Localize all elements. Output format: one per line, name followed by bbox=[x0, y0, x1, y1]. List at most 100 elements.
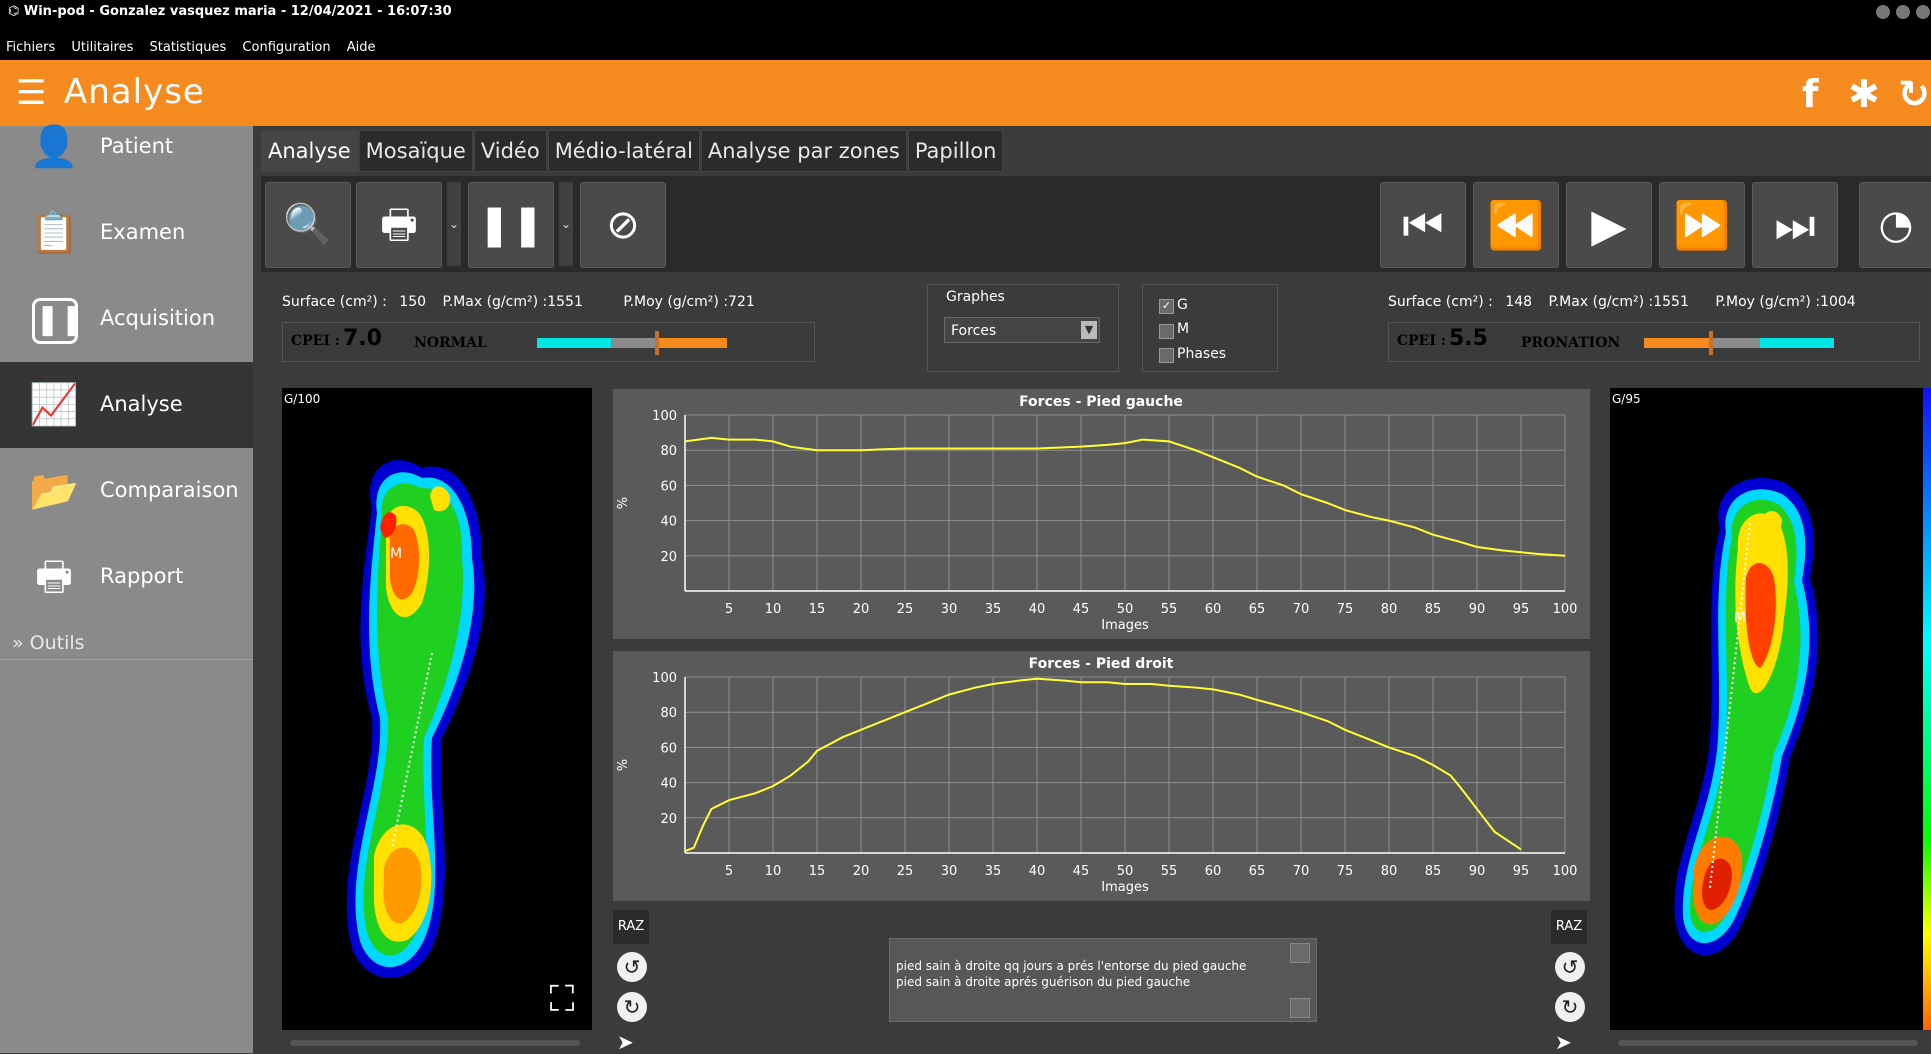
right-foot-heatmap bbox=[1674, 478, 1819, 956]
rotate-right-button[interactable]: ↻ bbox=[617, 992, 647, 1022]
cursor-tool-icon[interactable]: ➤ bbox=[617, 1030, 634, 1054]
printer-icon: 🖶 bbox=[35, 554, 73, 600]
cursor-tool-icon[interactable]: ➤ bbox=[1555, 1030, 1572, 1054]
graph-type-value: Forces bbox=[951, 323, 997, 339]
sidebar-item-analyse[interactable]: 📈 Analyse bbox=[0, 362, 253, 448]
zoom-image-button[interactable]: 🔍 bbox=[265, 182, 351, 268]
zoom-ratio-button[interactable]: ⊘ bbox=[580, 182, 666, 268]
sidebar-item-acquisition[interactable]: ❚❚ Acquisition bbox=[0, 276, 253, 362]
x-tick-label: 70 bbox=[1293, 602, 1310, 617]
right-foot-pressure-map[interactable]: G/95 M bbox=[1610, 388, 1931, 1030]
y-tick-label: 40 bbox=[660, 777, 677, 792]
sidebar-item-patient[interactable]: 👤 Patient bbox=[0, 104, 253, 190]
cpei-marker bbox=[655, 331, 659, 355]
menu-aide[interactable]: Aide bbox=[346, 40, 376, 55]
tab-analyse[interactable]: Analyse bbox=[261, 130, 358, 172]
rotate-left-button[interactable]: ↺ bbox=[617, 952, 647, 982]
minimize-button[interactable] bbox=[1876, 5, 1890, 19]
facebook-icon[interactable]: f bbox=[1802, 72, 1819, 116]
note-line-1: pied sain à droite qq jours a prés l'ent… bbox=[896, 959, 1247, 973]
raz-label: RAZ bbox=[617, 919, 645, 934]
speed-button[interactable]: ◔ bbox=[1859, 182, 1931, 268]
x-tick-label: 15 bbox=[809, 864, 826, 879]
sidebar-item-rapport[interactable]: 🖶 Rapport bbox=[0, 534, 253, 620]
print-button[interactable]: 🖶 bbox=[356, 182, 442, 268]
rotate-ccw-icon: ↺ bbox=[623, 955, 641, 979]
right-timeline-slider[interactable] bbox=[1618, 1040, 1918, 1046]
rotate-right-button[interactable]: ↻ bbox=[1555, 992, 1585, 1022]
maximize-button[interactable] bbox=[1896, 5, 1910, 19]
y-tick-label: 100 bbox=[652, 409, 677, 424]
skip-start-button[interactable]: ⏮ bbox=[1380, 182, 1466, 268]
step-forward-button[interactable]: ⏩ bbox=[1659, 182, 1745, 268]
y-tick-label: 80 bbox=[660, 444, 677, 459]
sidebar-item-label: Analyse bbox=[100, 392, 183, 416]
fullscreen-icon[interactable]: ⛶ bbox=[549, 979, 575, 1020]
menu-statistiques[interactable]: Statistiques bbox=[149, 40, 227, 55]
step-back-button[interactable]: ⏪ bbox=[1473, 182, 1559, 268]
tools-section[interactable]: » Outils bbox=[0, 628, 253, 660]
pmoy-label: P.Moy (g/cm²) : bbox=[1715, 294, 1821, 310]
hamburger-menu-icon[interactable]: ☰ bbox=[16, 73, 47, 113]
window-titlebar: ⌬ Win-pod - Gonzalez vasquez maria - 12/… bbox=[0, 0, 1931, 24]
close-button[interactable] bbox=[1916, 5, 1930, 19]
gear-icon[interactable]: ✱ bbox=[1848, 72, 1880, 116]
play-button[interactable]: ▶ bbox=[1566, 182, 1652, 268]
print-dropdown[interactable]: ⌄ bbox=[447, 182, 461, 266]
x-tick-label: 60 bbox=[1205, 864, 1222, 879]
menu-configuration[interactable]: Configuration bbox=[242, 40, 331, 55]
feet-view-button[interactable]: ❚❚ bbox=[468, 182, 554, 268]
checkbox-m[interactable] bbox=[1159, 324, 1174, 339]
scroll-up-button[interactable] bbox=[1290, 943, 1310, 963]
tab-papillon[interactable]: Papillon bbox=[907, 130, 1004, 172]
tab-medio-lateral[interactable]: Médio-latéral bbox=[547, 130, 700, 172]
tab-analyse-par-zones[interactable]: Analyse par zones bbox=[700, 130, 907, 172]
left-timeline-slider[interactable] bbox=[290, 1040, 580, 1046]
pmax-value: 1551 bbox=[547, 294, 583, 310]
left-foot-pressure-map[interactable]: G/100 M ⛶ bbox=[282, 388, 592, 1030]
surface-label: Surface (cm²) : bbox=[1388, 294, 1493, 310]
surface-label: Surface (cm²) : bbox=[282, 294, 387, 310]
printer-icon: 🖶 bbox=[380, 202, 418, 248]
x-tick-label: 75 bbox=[1337, 864, 1354, 879]
raz-right-button[interactable]: RAZ bbox=[1551, 910, 1587, 944]
cpei-value: 5.5 bbox=[1449, 326, 1488, 351]
menu-fichiers[interactable]: Fichiers bbox=[6, 40, 56, 55]
sidebar-item-examen[interactable]: 📋 Examen bbox=[0, 190, 253, 276]
gait-line bbox=[1709, 522, 1751, 889]
skip-end-button[interactable]: ⏭ bbox=[1752, 182, 1838, 268]
feet-dropdown[interactable]: ⌄ bbox=[559, 182, 573, 266]
notes-textarea[interactable]: pied sain à droite qq jours a prés l'ent… bbox=[889, 938, 1317, 1022]
color-scale-bar bbox=[1923, 388, 1931, 1030]
x-tick-label: 90 bbox=[1469, 864, 1486, 879]
sidebar-item-comparaison[interactable]: 📂 Comparaison bbox=[0, 448, 253, 534]
window-title: Win-pod - Gonzalez vasquez maria - 12/04… bbox=[23, 4, 452, 19]
x-tick-label: 65 bbox=[1249, 602, 1266, 617]
cpei-label: CPEI : bbox=[291, 333, 340, 349]
tools-label: Outils bbox=[29, 632, 85, 654]
cpei-bar-gray bbox=[611, 338, 659, 348]
checkbox-phases[interactable] bbox=[1159, 348, 1174, 363]
graph-type-select[interactable]: Forces ▼ bbox=[944, 317, 1100, 343]
scroll-down-button[interactable] bbox=[1290, 998, 1310, 1018]
x-tick-label: 75 bbox=[1337, 602, 1354, 617]
tab-mosaique[interactable]: Mosaïque bbox=[358, 130, 473, 172]
refresh-icon[interactable]: ↻ bbox=[1898, 72, 1930, 116]
step-back-icon: ⏪ bbox=[1487, 198, 1545, 252]
cpei-marker bbox=[1709, 331, 1713, 355]
raz-label: RAZ bbox=[1555, 919, 1583, 934]
tab-video[interactable]: Vidéo bbox=[473, 130, 547, 172]
force-series-line bbox=[684, 677, 1522, 853]
right-stats: Surface (cm²) : 148 P.Max (g/cm²) :1551 … bbox=[1388, 294, 1931, 310]
menu-utilitaires[interactable]: Utilitaires bbox=[71, 40, 134, 55]
checkbox-g[interactable]: ✓ bbox=[1159, 299, 1174, 314]
raz-left-button[interactable]: RAZ bbox=[613, 910, 649, 944]
cpei-state: PRONATION bbox=[1521, 335, 1621, 351]
scale-label: G/95 bbox=[1612, 392, 1641, 406]
cpei-value: 7.0 bbox=[343, 326, 382, 351]
x-tick-label: 40 bbox=[1029, 864, 1046, 879]
sidebar-item-label: Rapport bbox=[100, 564, 184, 588]
rotate-left-button[interactable]: ↺ bbox=[1555, 952, 1585, 982]
clipboard-icon: 📋 bbox=[29, 210, 79, 256]
x-tick-label: 65 bbox=[1249, 864, 1266, 879]
